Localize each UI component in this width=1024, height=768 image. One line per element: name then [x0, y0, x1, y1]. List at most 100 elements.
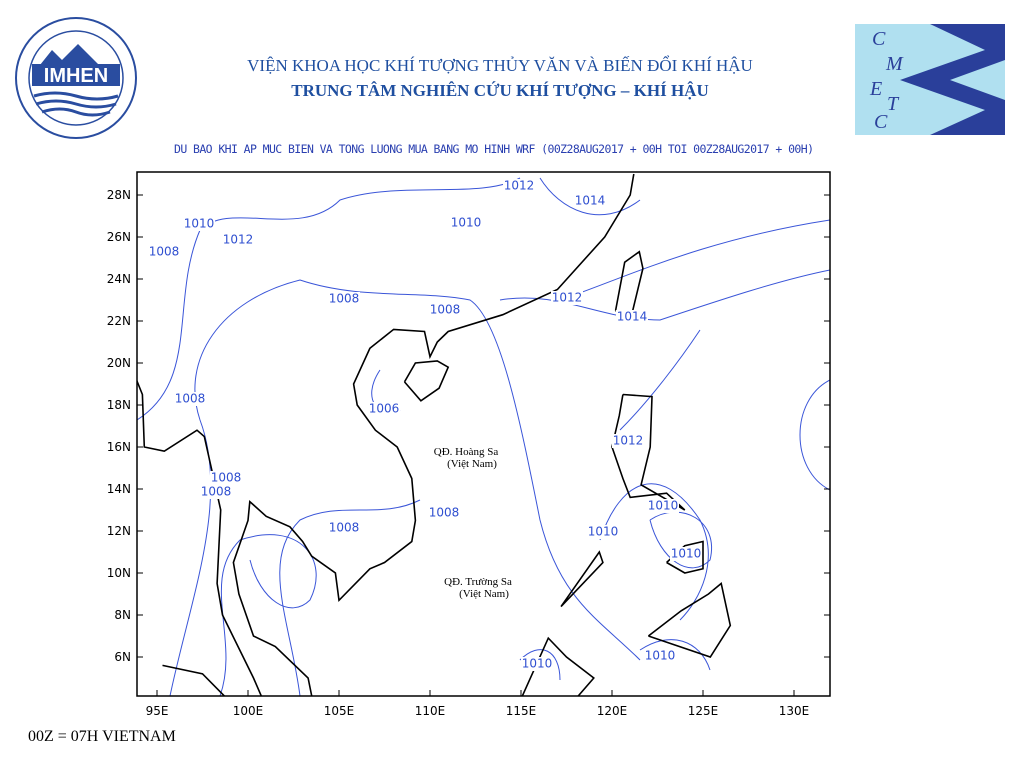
lat-tick-label: 8N: [114, 608, 131, 622]
isobar: [169, 279, 641, 696]
contour-label: 1012: [552, 291, 583, 305]
logo-letter: E: [869, 78, 882, 100]
logo-letter: C: [872, 28, 886, 50]
contour-label: 1008: [329, 521, 360, 535]
isobar: [137, 177, 521, 421]
lon-tick-label: 130E: [779, 704, 810, 718]
contour-label: 1010: [588, 525, 619, 539]
lat-tick-label: 28N: [107, 188, 131, 202]
place-country: (Việt Nam): [447, 458, 497, 470]
coastline: [560, 550, 604, 608]
contour-label: 1010: [645, 649, 676, 663]
contour-label-bg: [368, 402, 400, 416]
lon-tick-label: 120E: [597, 704, 628, 718]
lon-tick-label: 95E: [146, 704, 169, 718]
lon-tick-label: 105E: [324, 704, 355, 718]
coastline: [232, 173, 635, 696]
isobar: [519, 649, 561, 681]
contour-label-bg: [328, 521, 360, 535]
logo-letter: M: [885, 53, 904, 75]
contour-label-bg: [210, 471, 242, 485]
contour-label-bg: [587, 525, 619, 539]
map-title: DU BAO KHI AP MUC BIEN VA TONG LUONG MUA…: [174, 142, 814, 156]
isobar: [219, 534, 317, 696]
contour-label-bg: [647, 499, 679, 513]
contour-label: 1008: [430, 303, 461, 317]
lat-tick-label: 20N: [107, 356, 131, 370]
contour-label: 1010: [522, 657, 553, 671]
lat-tick-label: 16N: [107, 440, 131, 454]
contour-label-bg: [200, 485, 232, 499]
contour-label: 1008: [201, 485, 232, 499]
lon-tick-label: 125E: [688, 704, 719, 718]
contour-label-bg: [574, 194, 606, 208]
contour-label: 1008: [211, 471, 242, 485]
lon-tick-label: 110E: [415, 704, 446, 718]
isobar: [559, 219, 830, 301]
coastline: [162, 664, 226, 696]
isobar: [599, 483, 709, 621]
isobar: [539, 177, 641, 216]
map-body: [137, 173, 830, 696]
lat-tick-label: 6N: [114, 650, 131, 664]
lat-tick-label: 10N: [107, 566, 131, 580]
contour-label: 1012: [504, 179, 535, 193]
coastline: [403, 360, 450, 402]
contour-label-bg: [644, 649, 676, 663]
place-name: QĐ. Trường Sa: [444, 576, 512, 588]
contour-label-bg: [328, 292, 360, 306]
lat-tick-label: 12N: [107, 524, 131, 538]
contour-label-bg: [616, 310, 648, 324]
isobars: [137, 177, 830, 696]
isobar: [279, 499, 421, 696]
contour-label: 1010: [648, 499, 679, 513]
lon-tick-label: 115E: [506, 704, 537, 718]
contour-label-bg: [551, 291, 583, 305]
contour-label: 1012: [223, 233, 254, 247]
isobar: [799, 379, 830, 491]
coastline: [611, 393, 686, 511]
contour-label: 1008: [329, 292, 360, 306]
contour-label-bg: [450, 216, 482, 230]
lat-tick-label: 26N: [107, 230, 131, 244]
contour-label-bg: [503, 179, 535, 193]
contour-label: 1006: [369, 402, 400, 416]
contour-label: 1010: [671, 547, 702, 561]
coastlines: [137, 173, 732, 696]
lon-tick-label: 100E: [233, 704, 264, 718]
contour-label-bg: [670, 547, 702, 561]
place-country: (Việt Nam): [459, 588, 509, 600]
footer: 00Z = 07H VIETNAM: [28, 728, 176, 745]
header-line1: VIỆN KHOA HỌC KHÍ TƯỢNG THỦY VĂN VÀ BIẾN…: [247, 55, 753, 75]
isobar: [499, 269, 830, 321]
isobar: [619, 329, 701, 431]
coastline: [647, 582, 732, 658]
logo-letter: T: [887, 93, 900, 115]
coastline: [137, 378, 263, 696]
contour-label: 1008: [149, 245, 180, 259]
logo-imhen: IMHEN: [15, 17, 137, 139]
contour-label: 1010: [451, 216, 482, 230]
contour-label: 1014: [617, 310, 648, 324]
map-frame: [136, 171, 831, 697]
header-line2: TRUNG TÂM NGHIÊN CỨU KHÍ TƯỢNG – KHÍ HẬU: [291, 81, 708, 100]
lat-tick-label: 18N: [107, 398, 131, 412]
lat-tick-label: 24N: [107, 272, 131, 286]
isobar: [639, 639, 711, 671]
contour-label-bg: [429, 303, 461, 317]
contour-label-bg: [612, 434, 644, 448]
contour-label: 1010: [184, 217, 215, 231]
contour-label: 1012: [613, 434, 644, 448]
contour-label-bg: [183, 217, 215, 231]
contour-label-bg: [521, 657, 553, 671]
contour-label: 1008: [429, 506, 460, 520]
contour-label-bg: [148, 245, 180, 259]
logo-letter: C: [874, 111, 888, 133]
contour-label-bg: [222, 233, 254, 247]
lat-tick-label: 22N: [107, 314, 131, 328]
contour-label-bg: [174, 392, 206, 406]
logo-text: IMHEN: [44, 65, 108, 87]
contour-label: 1014: [575, 194, 606, 208]
